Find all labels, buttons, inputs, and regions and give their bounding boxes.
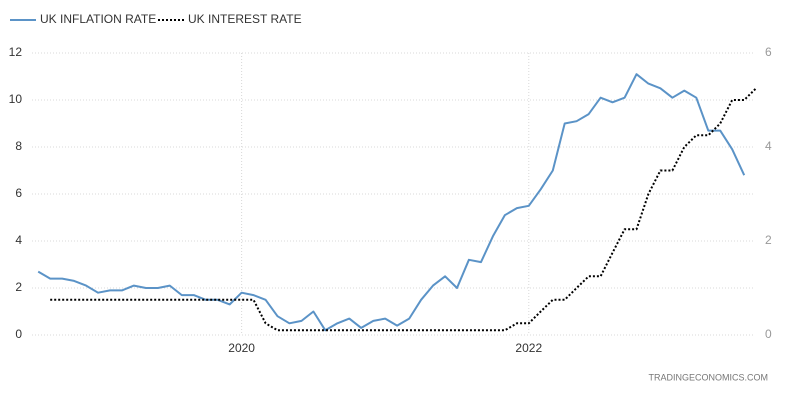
y2-tick-label: 6	[765, 45, 772, 59]
legend-label: UK INTEREST RATE	[188, 12, 302, 26]
series-line	[37, 73, 746, 332]
y2-tick-label: 2	[765, 233, 772, 247]
y2-tick-label: 0	[765, 327, 772, 341]
y-tick-label: 8	[15, 139, 22, 153]
legend-label: UK INFLATION RATE	[40, 12, 156, 26]
x-tick-label: 2020	[228, 341, 255, 355]
y-tick-label: 10	[9, 92, 23, 106]
y-tick-label: 2	[15, 280, 22, 294]
y-tick-label: 12	[9, 45, 23, 59]
y-tick-label: 6	[15, 186, 22, 200]
x-tick-label: 2022	[515, 341, 542, 355]
y-tick-label: 4	[15, 233, 22, 247]
source: TRADINGECONOMICS.COM	[648, 372, 768, 382]
y-tick-label: 0	[15, 327, 22, 341]
series-line	[50, 87, 757, 332]
y2-tick-label: 4	[765, 139, 772, 153]
